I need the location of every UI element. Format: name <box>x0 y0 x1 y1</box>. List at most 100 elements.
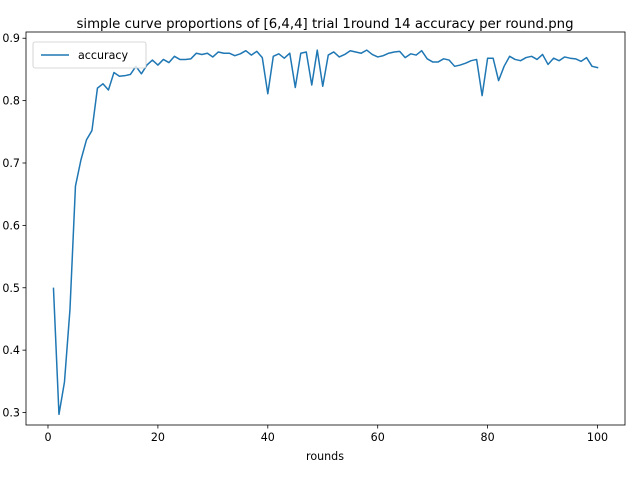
data-point <box>267 93 269 95</box>
data-point <box>327 54 329 56</box>
data-point <box>245 50 247 52</box>
data-point <box>569 57 571 59</box>
data-point <box>338 56 340 58</box>
data-point <box>294 86 296 88</box>
data-point <box>360 52 362 54</box>
data-point <box>272 55 274 57</box>
x-tick-label: 40 <box>261 431 275 444</box>
data-point <box>580 60 582 62</box>
x-tick-label: 100 <box>587 431 608 444</box>
data-point <box>464 62 466 64</box>
data-point <box>305 51 307 53</box>
data-point <box>519 60 521 62</box>
data-point <box>388 52 390 54</box>
chart-title: simple curve proportions of [6,4,4] tria… <box>76 17 573 32</box>
data-point <box>547 63 549 65</box>
data-point <box>514 58 516 60</box>
data-point <box>333 51 335 53</box>
data-point <box>157 64 159 66</box>
data-point <box>217 51 219 53</box>
data-point <box>102 83 104 85</box>
data-point <box>536 58 538 60</box>
data-point <box>525 56 527 58</box>
data-point <box>541 53 543 55</box>
data-point <box>184 58 186 60</box>
data-point <box>289 52 291 54</box>
data-point <box>96 87 98 89</box>
data-point <box>173 55 175 57</box>
data-point <box>426 58 428 60</box>
data-point <box>212 56 214 58</box>
data-point <box>415 54 417 56</box>
data-point <box>179 58 181 60</box>
data-point <box>585 56 587 58</box>
data-point <box>355 51 357 53</box>
data-point <box>453 65 455 67</box>
data-point <box>322 85 324 87</box>
data-point <box>382 55 384 57</box>
data-point <box>162 58 164 60</box>
data-point <box>393 51 395 53</box>
data-point <box>223 52 225 54</box>
data-point <box>398 50 400 52</box>
data-point <box>118 75 120 77</box>
y-tick-label: 0.6 <box>2 219 20 232</box>
data-point <box>316 49 318 51</box>
data-point <box>508 55 510 57</box>
data-point <box>124 74 126 76</box>
data-point <box>371 53 373 55</box>
data-point <box>377 56 379 58</box>
data-point <box>91 129 93 131</box>
data-point <box>190 58 192 60</box>
data-point <box>52 287 54 289</box>
data-point <box>481 94 483 96</box>
data-point <box>63 381 65 383</box>
data-point <box>140 73 142 75</box>
data-point <box>239 53 241 55</box>
data-point <box>80 159 82 161</box>
data-point <box>283 57 285 59</box>
data-point <box>206 52 208 54</box>
data-point <box>234 55 236 57</box>
plot-area: 0 20 40 60 80 100 0.3 0.4 0.5 0.6 0.7 0.8 0.9 <box>2 31 626 444</box>
data-point <box>404 56 406 58</box>
data-point <box>278 53 280 55</box>
data-point <box>228 52 230 54</box>
data-point <box>448 59 450 61</box>
y-tick-label: 0.5 <box>2 282 20 295</box>
x-tick-label: 0 <box>44 431 51 444</box>
data-point <box>58 413 60 415</box>
x-axis-label: rounds <box>306 450 344 463</box>
data-point <box>113 71 115 73</box>
data-point <box>300 52 302 54</box>
series-line-accuracy <box>52 49 599 416</box>
x-tick-label: 60 <box>371 431 385 444</box>
data-point <box>261 56 263 58</box>
data-point <box>344 53 346 55</box>
data-point <box>256 50 258 52</box>
data-point <box>349 50 351 52</box>
axes-frame <box>25 31 626 426</box>
data-point <box>497 79 499 81</box>
y-tick-label: 0.8 <box>2 95 20 108</box>
data-point <box>503 65 505 67</box>
data-point <box>409 53 411 55</box>
data-point <box>69 308 71 310</box>
data-point <box>596 66 598 68</box>
legend-label-accuracy: accuracy <box>78 49 128 62</box>
data-point <box>459 64 461 66</box>
data-point <box>74 185 76 187</box>
data-point <box>366 49 368 51</box>
data-point <box>201 53 203 55</box>
data-point <box>107 89 109 91</box>
x-tick-label: 80 <box>481 431 495 444</box>
data-point <box>552 57 554 59</box>
data-point <box>530 55 532 57</box>
data-point <box>470 60 472 62</box>
data-point <box>558 60 560 62</box>
data-point <box>442 58 444 60</box>
data-point <box>437 61 439 63</box>
y-tick-label: 0.7 <box>2 157 20 170</box>
data-point <box>85 139 87 141</box>
